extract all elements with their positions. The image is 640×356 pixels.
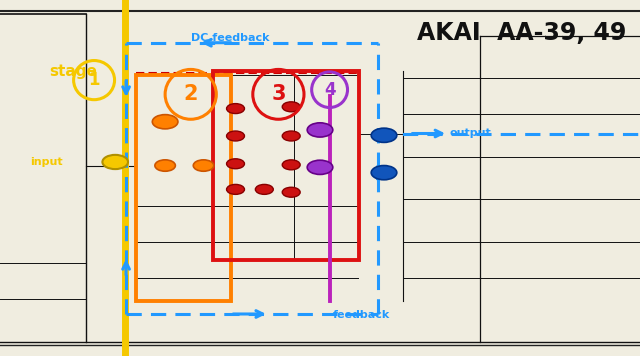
Circle shape	[193, 160, 214, 171]
Circle shape	[155, 160, 175, 171]
Circle shape	[227, 131, 244, 141]
Circle shape	[282, 102, 300, 112]
Bar	[136, 75, 231, 301]
Circle shape	[255, 184, 273, 194]
Circle shape	[307, 123, 333, 137]
Circle shape	[227, 104, 244, 114]
Circle shape	[371, 166, 397, 180]
Circle shape	[227, 159, 244, 169]
Text: 1: 1	[88, 71, 100, 89]
Circle shape	[152, 115, 178, 129]
Text: 3: 3	[271, 84, 285, 104]
Bar	[213, 71, 359, 260]
Circle shape	[102, 155, 128, 169]
Circle shape	[227, 184, 244, 194]
Circle shape	[282, 187, 300, 197]
Circle shape	[307, 160, 333, 174]
Text: 2: 2	[184, 84, 198, 104]
Text: AKAI  AA-39, 49: AKAI AA-39, 49	[417, 21, 627, 45]
Circle shape	[282, 131, 300, 141]
Text: 4: 4	[324, 81, 335, 99]
Text: stage: stage	[50, 64, 97, 79]
Text: output: output	[449, 129, 492, 138]
Circle shape	[282, 160, 300, 170]
Text: feedback: feedback	[333, 310, 390, 320]
Text: input: input	[30, 157, 62, 167]
Circle shape	[371, 128, 397, 142]
Text: DC feedback: DC feedback	[191, 33, 269, 43]
